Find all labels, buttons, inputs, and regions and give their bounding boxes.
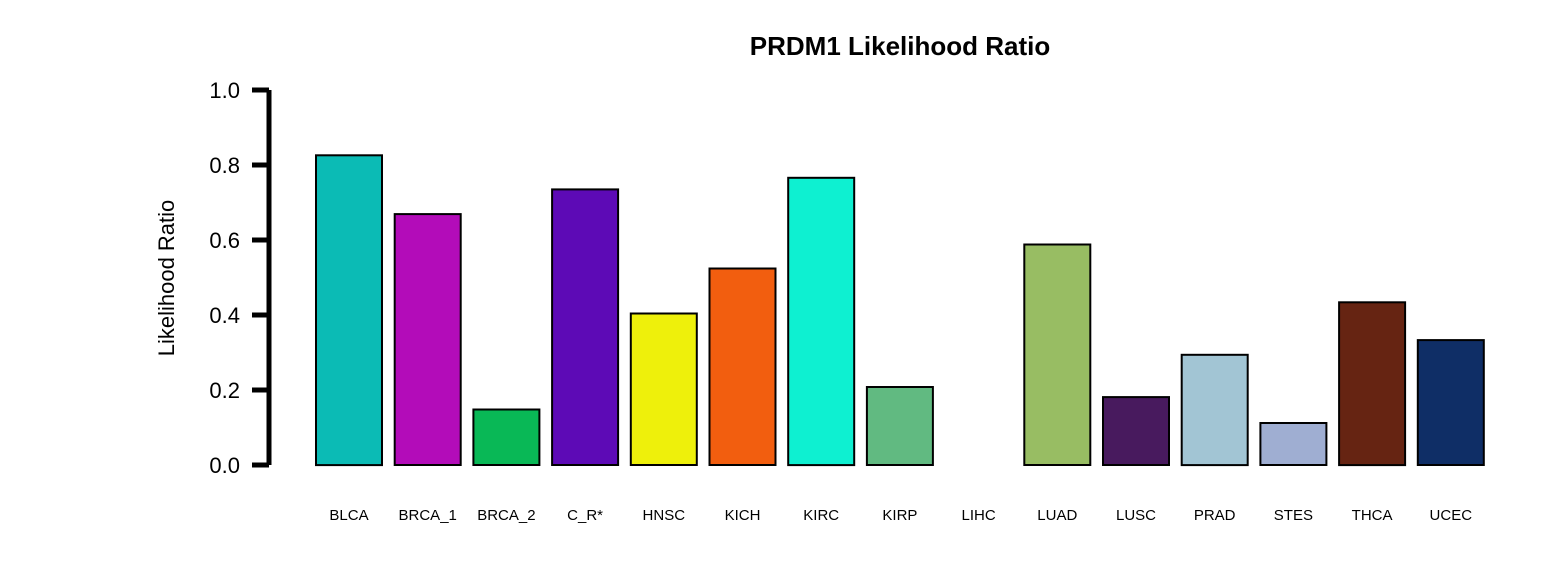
bar-brca-1 (393, 213, 462, 466)
bar-c-r (551, 188, 620, 466)
x-category-label: LUSC (1116, 507, 1156, 524)
x-category-label: PRAD (1194, 507, 1236, 524)
y-tick-label: 0.4 (209, 303, 240, 328)
x-category-label: UCEC (1430, 507, 1473, 524)
x-category-label: STES (1274, 507, 1313, 524)
y-tick-label: 0.8 (209, 153, 240, 178)
x-category-label: BRCA_2 (477, 507, 535, 524)
bar-lusc (1102, 396, 1170, 467)
x-axis-labels: BLCA BRCA_1 BRCA_2 C_R* HNSC KICH KIRC KIRP LIHC… (329, 507, 1472, 524)
bar-luad (1023, 243, 1092, 466)
y-axis: 0.0 0.2 0.4 0.6 0.8 1.0 (209, 78, 272, 478)
x-category-label: BLCA (329, 507, 368, 524)
chart-title: PRDM1 Likelihood Ratio (750, 31, 1050, 61)
x-category-label: C_R* (567, 507, 603, 524)
y-tick-label: 0.0 (209, 453, 240, 478)
x-category-label: HNSC (643, 507, 686, 524)
y-tick-label: 0.2 (209, 378, 240, 403)
y-tick-label: 1.0 (209, 78, 240, 103)
x-category-label: THCA (1352, 507, 1393, 524)
bars (315, 154, 1485, 467)
x-category-label: LIHC (962, 507, 996, 524)
bar-thca (1338, 301, 1407, 467)
y-axis-label: Likelihood Ratio (154, 200, 179, 357)
bar-blca (315, 154, 383, 467)
bar-kirc (787, 176, 856, 467)
bar-brca-2 (472, 408, 541, 466)
bar-stes (1259, 422, 1328, 466)
x-category-label: KICH (725, 507, 761, 524)
y-tick-label: 0.6 (209, 228, 240, 253)
bar-kich (708, 267, 777, 466)
x-category-label: LUAD (1037, 507, 1077, 524)
bar-hnsc (629, 312, 698, 466)
x-category-label: KIRP (882, 507, 917, 524)
x-category-label: KIRC (803, 507, 839, 524)
bar-ucec (1416, 339, 1485, 467)
bar-prad (1180, 353, 1249, 467)
bar-kirp (865, 386, 934, 466)
x-category-label: BRCA_1 (399, 507, 457, 524)
